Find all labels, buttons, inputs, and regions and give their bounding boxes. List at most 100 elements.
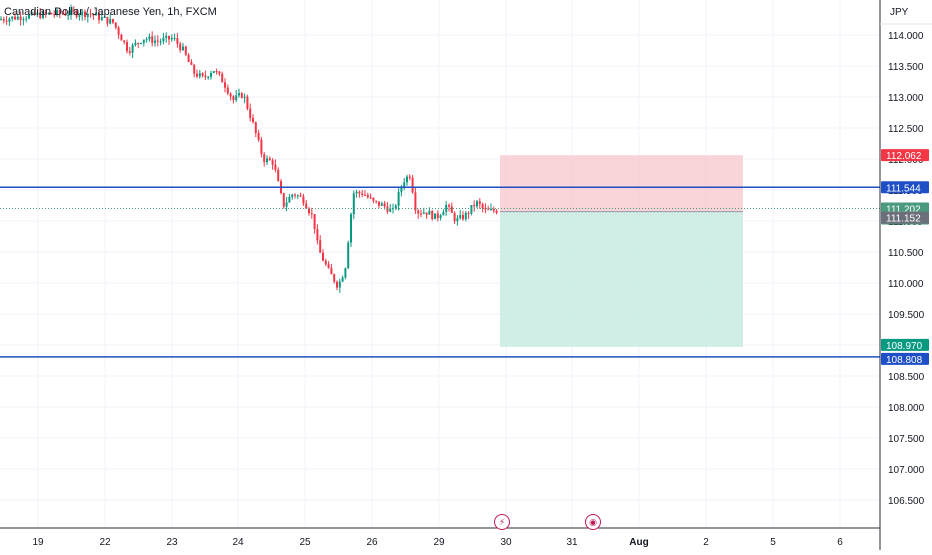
candle-body <box>215 71 218 73</box>
candle-body <box>39 13 42 19</box>
candle-body <box>434 213 436 220</box>
candle-body <box>61 13 64 15</box>
candle-body <box>179 43 182 51</box>
candle-body <box>350 214 352 243</box>
candle-body <box>8 18 11 22</box>
candle-body <box>221 73 224 83</box>
candle-body <box>358 191 361 194</box>
candle-body <box>386 206 389 212</box>
candle-body <box>156 40 159 42</box>
candle-body <box>294 194 296 196</box>
candle-body <box>240 93 243 98</box>
candle-body <box>462 215 464 220</box>
candle-body <box>173 37 176 39</box>
candle-body <box>137 42 140 44</box>
candle-body <box>47 13 50 15</box>
candle-body <box>67 15 70 17</box>
candle-body <box>361 193 364 195</box>
candle-body <box>198 73 201 77</box>
candle-body <box>84 11 86 17</box>
candle-body <box>44 11 47 14</box>
candle-body <box>95 13 98 16</box>
candle-body <box>467 212 470 214</box>
candle-body <box>459 215 462 219</box>
x-tick-label: 22 <box>99 537 111 548</box>
stop-loss-zone[interactable] <box>500 155 743 212</box>
candle-body <box>364 194 366 196</box>
candle-body <box>5 20 8 22</box>
candle-body <box>126 42 128 52</box>
y-tick-label: 113.500 <box>888 62 924 73</box>
candle-body <box>123 40 126 43</box>
candle-body <box>484 207 487 210</box>
candle-body <box>70 9 72 16</box>
chart-title: Canadian Dollar / Japanese Yen, 1h, FXCM <box>4 6 217 18</box>
candle-body <box>128 51 131 53</box>
candle-body <box>456 218 459 222</box>
candle-body <box>403 182 406 187</box>
y-tick-label: 108.000 <box>888 403 925 414</box>
candle-body <box>226 87 229 94</box>
candle-body <box>165 35 168 38</box>
candle-body <box>305 203 308 209</box>
candle-body <box>148 36 151 40</box>
take-profit-zone[interactable] <box>500 211 743 347</box>
candle-body <box>481 204 484 208</box>
candle-body <box>473 205 476 207</box>
candle-body <box>352 193 355 215</box>
candle-body <box>56 10 58 15</box>
candle-body <box>170 37 173 40</box>
y-tick-label: 108.500 <box>888 372 925 383</box>
candle-body <box>336 281 338 288</box>
candle-body <box>464 212 467 220</box>
candle-body <box>50 13 53 15</box>
candle-body <box>151 36 154 43</box>
candle-body <box>92 14 95 16</box>
candle-body <box>159 41 162 43</box>
candle-body <box>448 205 450 207</box>
candle-body <box>58 10 61 14</box>
candle-body <box>140 43 142 45</box>
price-axis[interactable] <box>880 0 932 550</box>
candle-body <box>436 213 439 218</box>
candle-body <box>372 197 375 201</box>
candle-body <box>78 15 81 17</box>
y-tick-label: 109.500 <box>888 310 925 321</box>
candle-body <box>176 37 179 44</box>
candle-body <box>193 64 196 74</box>
candle-body <box>263 154 266 163</box>
candle-body <box>453 212 456 222</box>
target-icon[interactable]: ◉ <box>585 514 601 530</box>
x-tick-label: 2 <box>703 537 709 548</box>
candle-body <box>347 242 350 269</box>
x-tick-label: 19 <box>32 537 44 548</box>
price-label-text: 108.808 <box>886 355 923 366</box>
candle-body <box>425 212 428 215</box>
candle-body <box>338 281 341 288</box>
candle-body <box>168 35 170 40</box>
price-label-text: 111.202 <box>886 204 921 215</box>
price-label <box>881 181 929 194</box>
candle-body <box>218 71 221 74</box>
candle-body <box>291 194 294 197</box>
price-label-text: 108.970 <box>886 341 923 352</box>
candle-body <box>36 13 39 16</box>
candle-body <box>0 19 2 21</box>
candle-body <box>210 73 212 77</box>
candle-body <box>103 16 106 18</box>
lightning-icon[interactable]: ⚡ <box>494 514 510 530</box>
price-label <box>881 149 929 162</box>
candle-body <box>145 39 148 41</box>
candle-body <box>366 195 369 198</box>
candle-body <box>414 192 417 211</box>
candle-body <box>327 264 330 268</box>
candle-body <box>11 16 14 19</box>
candle-body <box>98 13 100 20</box>
candle-body <box>249 108 252 119</box>
candle-body <box>394 205 397 209</box>
candle-body <box>22 19 25 21</box>
candle-body <box>431 210 434 220</box>
candle-body <box>492 208 495 211</box>
